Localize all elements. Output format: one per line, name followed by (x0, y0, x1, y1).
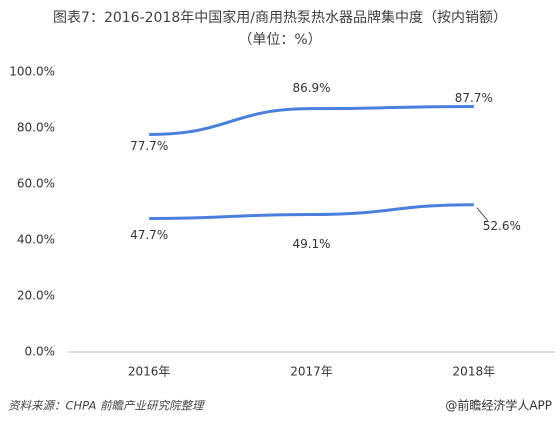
series-line (149, 104, 474, 136)
data-label: 49.1% (292, 237, 330, 251)
data-label: 87.7% (455, 91, 493, 105)
data-label: 52.6% (483, 219, 521, 233)
brand: @前瞻经济学人APP (445, 398, 552, 413)
chart-subtitle: （单位：%） (238, 32, 321, 48)
x-tick-label: 2018年 (453, 365, 496, 379)
y-tick-label: 20.0% (17, 289, 55, 303)
data-label: 86.9% (292, 81, 330, 95)
x-tick-label: 2016年 (128, 365, 171, 379)
y-tick-label: 80.0% (17, 121, 55, 135)
y-tick-label: 40.0% (17, 233, 55, 247)
data-label: 47.7% (130, 228, 168, 242)
leader-line (476, 207, 489, 222)
series-line (149, 203, 474, 220)
source: 资料来源：CHPA 前瞻产业研究院整理 (8, 399, 205, 413)
y-tick-label: 60.0% (17, 177, 55, 191)
y-tick-label: 0.0% (25, 345, 56, 359)
chart-title: 图表7：2016-2018年中国家用/商用热泵热水器品牌集中度（按内销额） (53, 9, 507, 26)
data-label: 77.7% (130, 139, 168, 153)
y-tick-label: 100.0% (9, 65, 55, 79)
x-tick-label: 2017年 (290, 365, 333, 379)
